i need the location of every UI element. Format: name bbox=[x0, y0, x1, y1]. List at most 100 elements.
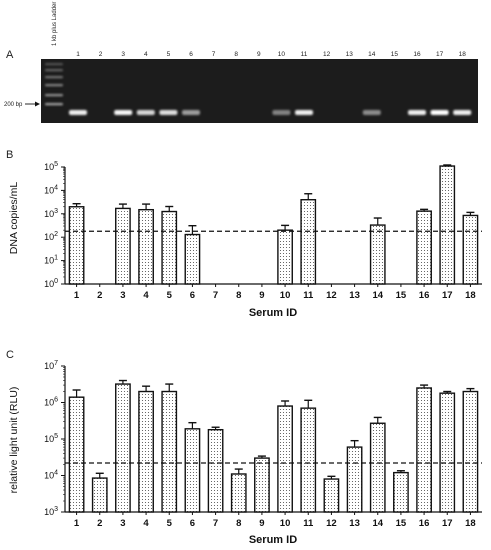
x-tick-label: 17 bbox=[442, 518, 453, 529]
bar bbox=[439, 392, 456, 513]
panel-c-letter: C bbox=[6, 349, 14, 361]
y-tick-label: 104 bbox=[44, 184, 58, 195]
panel-b-letter: B bbox=[6, 149, 13, 161]
x-tick-label: 1 bbox=[74, 518, 80, 529]
y-tick-label: 103 bbox=[44, 208, 58, 219]
gel-band bbox=[430, 110, 449, 115]
bar bbox=[91, 477, 108, 513]
x-tick-label: 3 bbox=[120, 518, 125, 529]
bar bbox=[161, 210, 178, 285]
gel-band bbox=[114, 110, 133, 115]
x-tick-label: 13 bbox=[349, 290, 360, 301]
panel-b-x-axis-title: Serum ID bbox=[249, 307, 297, 319]
x-tick-label: 4 bbox=[143, 518, 149, 529]
ladder-band bbox=[45, 84, 63, 87]
x-tick-label: 2 bbox=[97, 290, 102, 301]
bar bbox=[300, 407, 317, 513]
x-tick-label: 7 bbox=[213, 518, 218, 529]
gel-ladder-bands bbox=[45, 63, 63, 106]
bar bbox=[416, 387, 432, 513]
y-tick-label: 107 bbox=[44, 360, 58, 371]
gel-lane-label: 1 bbox=[76, 51, 80, 58]
gel-lane-label: 13 bbox=[346, 51, 354, 58]
y-tick-label: 100 bbox=[44, 278, 58, 289]
gel-image bbox=[41, 59, 478, 123]
x-tick-label: 12 bbox=[326, 518, 337, 529]
x-tick-label: 13 bbox=[349, 518, 360, 529]
x-tick-label: 1 bbox=[74, 290, 80, 301]
gel-lane-label: 4 bbox=[144, 51, 148, 58]
gel-band bbox=[182, 110, 200, 115]
bar bbox=[254, 457, 270, 513]
ladder-band bbox=[45, 69, 63, 72]
x-tick-label: 5 bbox=[167, 518, 173, 529]
bar bbox=[207, 428, 224, 513]
bar bbox=[115, 383, 131, 513]
gel-lane-label: 8 bbox=[234, 51, 238, 58]
gel-band bbox=[453, 110, 472, 115]
x-tick-label: 8 bbox=[236, 290, 241, 301]
gel-band bbox=[295, 110, 313, 115]
y-tick-label: 103 bbox=[44, 506, 58, 517]
bar bbox=[115, 207, 131, 285]
gel-lane-label: 11 bbox=[301, 51, 308, 58]
panel-b-chart: B DNA copies/mL Serum ID 100101102103104… bbox=[6, 149, 482, 319]
gel-lane-labels: 1 2 3 4 5 6 7 8 9 10 11 12 13 14 15 16 17 18 bbox=[76, 51, 466, 58]
gel-band bbox=[159, 110, 178, 115]
x-tick-label: 11 bbox=[303, 290, 314, 301]
ladder-band bbox=[45, 63, 63, 66]
y-tick-label: 104 bbox=[44, 470, 58, 481]
bar bbox=[323, 478, 340, 513]
x-tick-label: 8 bbox=[236, 518, 241, 529]
y-tick-label: 105 bbox=[44, 161, 58, 172]
bar bbox=[369, 224, 386, 285]
x-tick-label: 15 bbox=[396, 290, 407, 301]
gel-lane-label: 12 bbox=[323, 51, 331, 58]
x-tick-label: 18 bbox=[465, 518, 476, 529]
x-tick-label: 18 bbox=[465, 290, 476, 301]
x-tick-label: 3 bbox=[120, 290, 125, 301]
panel-c-y-axis-title: relative light unit (RLU) bbox=[8, 387, 20, 494]
gel-band bbox=[69, 110, 87, 115]
bar bbox=[462, 214, 479, 285]
x-tick-label: 6 bbox=[190, 290, 195, 301]
x-tick-label: 6 bbox=[190, 518, 195, 529]
gel-lane-label: 17 bbox=[436, 51, 444, 58]
x-tick-label: 4 bbox=[143, 290, 149, 301]
x-tick-label: 10 bbox=[280, 518, 291, 529]
gel-lane-label: 3 bbox=[121, 51, 125, 58]
x-tick-label: 10 bbox=[280, 290, 291, 301]
ladder-band bbox=[45, 94, 63, 97]
gel-lane-label: 2 bbox=[99, 51, 103, 58]
bar bbox=[277, 405, 293, 513]
ladder-label: 1 kb plus Ladder bbox=[52, 2, 58, 46]
gel-band bbox=[408, 110, 426, 115]
bar bbox=[230, 473, 247, 513]
gel-band bbox=[362, 110, 381, 115]
panel-c-chart: C relative light unit (RLU) Serum ID 103… bbox=[6, 349, 482, 546]
panel-a-gel: A 1 kb plus Ladder 1 2 3 4 5 6 7 8 9 10 11 12 13 14 15… bbox=[4, 2, 478, 123]
gel-lane-label: 5 bbox=[167, 51, 171, 58]
x-tick-label: 14 bbox=[372, 290, 383, 301]
x-tick-label: 16 bbox=[419, 290, 430, 301]
panel-a-letter: A bbox=[6, 49, 14, 61]
gel-lane-label: 16 bbox=[413, 51, 421, 58]
gel-lane-label: 14 bbox=[368, 51, 376, 58]
bar bbox=[462, 390, 479, 513]
y-tick-label: 101 bbox=[44, 255, 58, 266]
gel-lane-label: 10 bbox=[278, 51, 286, 58]
bar bbox=[138, 390, 154, 513]
x-tick-label: 7 bbox=[213, 290, 218, 301]
y-tick-label: 106 bbox=[44, 397, 58, 408]
bar bbox=[68, 396, 85, 513]
marker-arrow-icon bbox=[35, 101, 40, 107]
bar bbox=[277, 229, 293, 285]
x-tick-label: 12 bbox=[326, 290, 337, 301]
bar bbox=[138, 208, 154, 285]
x-tick-label: 9 bbox=[259, 518, 264, 529]
marker-label: 200 bp bbox=[4, 102, 23, 108]
gel-lane-label: 18 bbox=[459, 51, 467, 58]
bar bbox=[416, 210, 432, 285]
x-tick-label: 9 bbox=[259, 290, 264, 301]
gel-lane-label: 7 bbox=[212, 51, 216, 58]
